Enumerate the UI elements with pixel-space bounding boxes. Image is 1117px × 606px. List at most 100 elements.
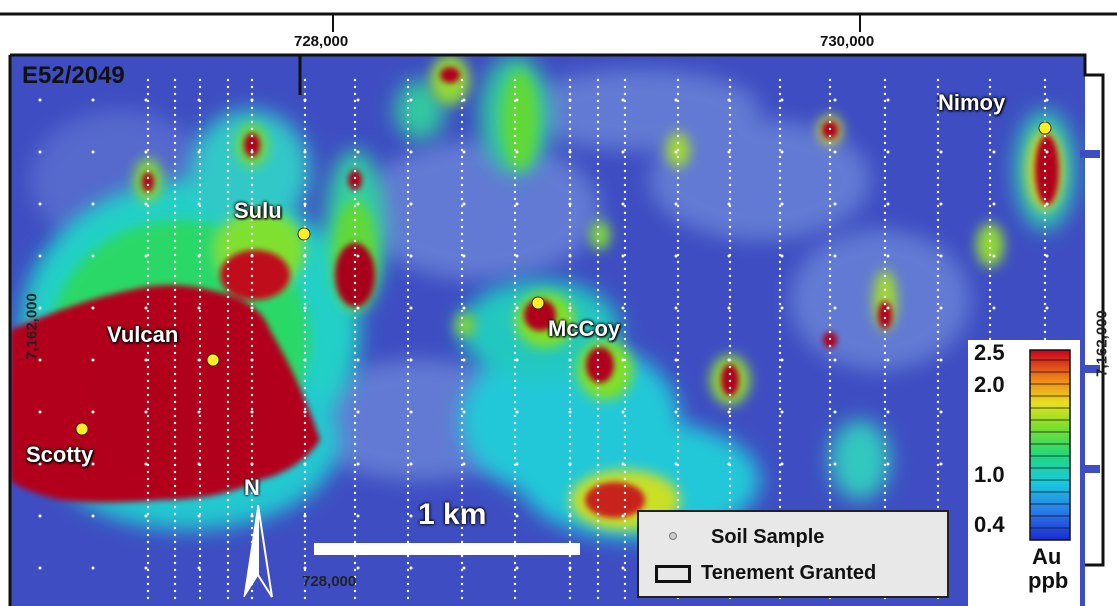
northing-label-right: 7,162,000 <box>1093 310 1111 377</box>
soil-sample-point <box>936 274 940 278</box>
soil-sample-point <box>676 85 680 89</box>
soil-sample-point <box>623 477 627 481</box>
soil-sample-point <box>303 561 307 565</box>
soil-sample-point <box>226 372 230 376</box>
soil-sample-point <box>146 176 150 180</box>
soil-sample-point <box>936 176 940 180</box>
soil-sample-point <box>596 540 600 544</box>
soil-sample-point <box>828 274 832 278</box>
soil-sample-point <box>1043 183 1047 187</box>
soil-sample-point <box>146 561 150 565</box>
soil-sample-point <box>173 281 177 285</box>
soil-sample-point <box>409 358 413 362</box>
soil-sample-point <box>728 407 732 411</box>
soil-sample-point <box>676 386 680 390</box>
soil-sample-point <box>356 98 360 102</box>
soil-sample-point <box>596 358 600 362</box>
soil-sample-point <box>515 150 519 154</box>
soil-sample-point <box>173 197 177 201</box>
soil-sample-point <box>173 561 177 565</box>
soil-sample-point <box>226 477 230 481</box>
soil-sample-point <box>226 134 230 138</box>
soil-sample-point <box>988 267 992 271</box>
soil-sample-point <box>623 512 627 516</box>
soil-sample-point <box>1045 306 1049 310</box>
soil-sample-point <box>356 358 360 362</box>
soil-sample-point <box>568 351 572 355</box>
soil-sample-point <box>728 169 732 173</box>
soil-sample-point <box>406 449 410 453</box>
soil-sample-point <box>353 260 357 264</box>
soil-sample-point <box>146 393 150 397</box>
soil-sample-point <box>406 169 410 173</box>
soil-sample-point <box>250 470 254 474</box>
soil-sample-point <box>353 379 357 383</box>
soil-sample-point <box>988 190 992 194</box>
soil-sample-point <box>828 379 832 383</box>
soil-sample-point <box>173 407 177 411</box>
soil-sample-point <box>406 141 410 145</box>
soil-sample-point <box>146 596 150 600</box>
soil-sample-point <box>460 281 464 285</box>
soil-sample-point <box>988 337 992 341</box>
soil-sample-point <box>173 92 177 96</box>
soil-sample-point <box>513 421 517 425</box>
soil-sample-point <box>728 113 732 117</box>
soil-sample-point <box>513 512 517 516</box>
soil-sample-point <box>988 316 992 320</box>
soil-sample-point <box>303 302 307 306</box>
soil-sample-point <box>568 386 572 390</box>
soil-sample-point <box>676 302 680 306</box>
soil-sample-point <box>1045 254 1049 258</box>
soil-sample-point <box>303 596 307 600</box>
soil-sample-point <box>356 566 360 570</box>
soil-sample-point <box>936 204 940 208</box>
soil-sample-point <box>226 155 230 159</box>
soil-sample-point <box>623 484 627 488</box>
soil-sample-point <box>1043 295 1047 299</box>
soil-sample-point <box>936 113 940 117</box>
soil-sample-point <box>198 505 202 509</box>
soil-sample-point <box>833 358 837 362</box>
soil-sample-point <box>568 526 572 530</box>
soil-sample-point <box>778 232 782 236</box>
soil-sample-point <box>676 120 680 124</box>
soil-sample-point <box>828 204 832 208</box>
soil-sample-point <box>198 323 202 327</box>
soil-sample-point <box>356 306 360 310</box>
soil-sample-point <box>173 554 177 558</box>
soil-sample-point <box>676 295 680 299</box>
soil-sample-point <box>936 428 940 432</box>
soil-sample-point <box>936 351 940 355</box>
soil-sample-point <box>353 211 357 215</box>
soil-sample-point <box>173 239 177 243</box>
soil-sample-point <box>676 323 680 327</box>
soil-sample-point <box>353 365 357 369</box>
soil-sample-point <box>353 505 357 509</box>
soil-sample-point <box>91 150 95 154</box>
soil-sample-point <box>198 351 202 355</box>
soil-sample-point <box>936 421 940 425</box>
soil-sample-point <box>198 344 202 348</box>
soil-sample-point <box>623 575 627 579</box>
soil-sample-point <box>406 281 410 285</box>
soil-sample-point <box>91 462 95 466</box>
soil-sample-point <box>226 358 230 362</box>
soil-sample-point <box>828 155 832 159</box>
soil-sample-point <box>778 295 782 299</box>
soil-sample-point <box>596 260 600 264</box>
soil-sample-point <box>883 330 887 334</box>
soil-sample-point <box>828 113 832 117</box>
soil-sample-point <box>568 372 572 376</box>
soil-sample-point <box>250 92 254 96</box>
soil-sample-point <box>226 218 230 222</box>
soil-sample-point <box>596 344 600 348</box>
soil-sample-point <box>406 316 410 320</box>
soil-sample-point <box>728 92 732 96</box>
soil-sample-point <box>828 176 832 180</box>
soil-sample-point <box>406 379 410 383</box>
soil-sample-point <box>303 589 307 593</box>
soil-sample-point <box>833 254 837 258</box>
soil-sample-point <box>936 484 940 488</box>
soil-sample-point <box>303 337 307 341</box>
